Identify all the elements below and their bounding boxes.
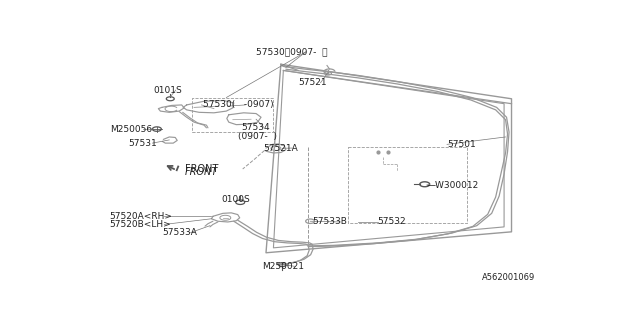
Text: M250056: M250056 xyxy=(110,125,152,134)
Text: 57533A: 57533A xyxy=(162,228,196,237)
Text: 57521A: 57521A xyxy=(264,144,298,153)
Text: FRONT: FRONT xyxy=(185,167,218,177)
Text: —W300012: —W300012 xyxy=(426,180,479,189)
Text: 57533B: 57533B xyxy=(312,218,347,227)
Text: 57530(   -0907): 57530( -0907) xyxy=(203,100,274,109)
Text: FRONT: FRONT xyxy=(185,164,218,174)
Text: 57532: 57532 xyxy=(378,218,406,227)
Text: 57534: 57534 xyxy=(241,123,270,132)
Text: 57520B<LH>: 57520B<LH> xyxy=(110,220,172,229)
Text: 57520A<RH>: 57520A<RH> xyxy=(110,212,173,221)
Text: (0907-  ): (0907- ) xyxy=(237,132,276,141)
Text: A562001069: A562001069 xyxy=(482,273,535,282)
Text: 0101S: 0101S xyxy=(154,86,182,95)
Text: 57521: 57521 xyxy=(298,78,327,87)
Text: M250021: M250021 xyxy=(262,262,305,271)
Text: 0100S: 0100S xyxy=(221,195,250,204)
Text: 57530〈0907-  〉: 57530〈0907- 〉 xyxy=(256,47,328,56)
Text: 57501: 57501 xyxy=(447,140,476,149)
Text: 57531: 57531 xyxy=(129,139,157,148)
